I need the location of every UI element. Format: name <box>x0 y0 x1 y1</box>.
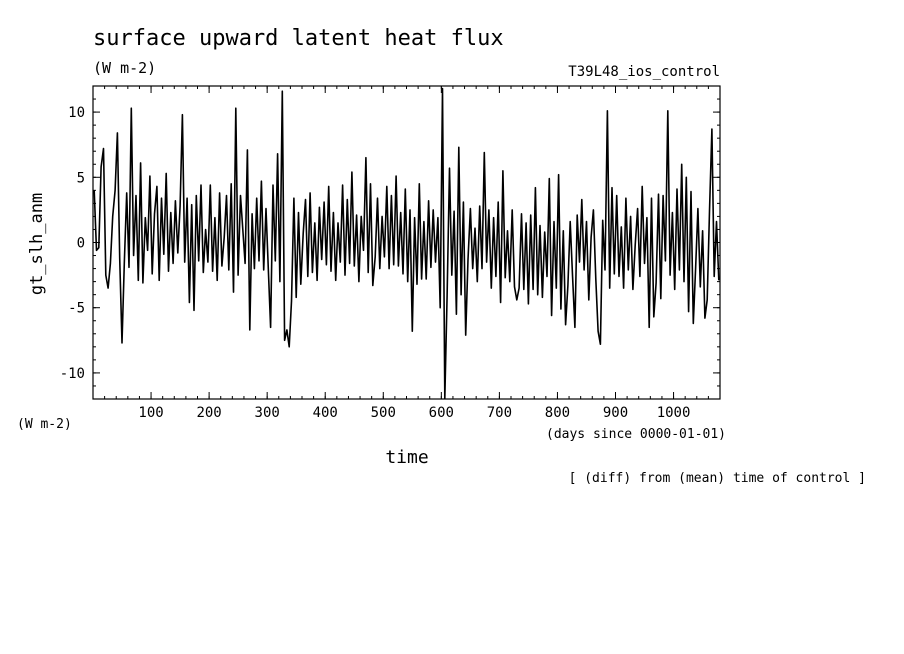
x-tick-label: 600 <box>429 405 454 421</box>
diff-note: [ (diff) from (mean) time of control ] <box>569 471 866 486</box>
x-tick-label: 400 <box>313 405 338 421</box>
y-tick-label: -5 <box>68 301 85 317</box>
x-tick-label: 100 <box>138 405 163 421</box>
y-axis-label: gt_slh_anm <box>27 193 47 295</box>
y-tick-label: 0 <box>77 236 85 252</box>
x-tick-label: 300 <box>255 405 280 421</box>
experiment-label: T39L48_ios_control <box>568 64 720 80</box>
chart-units: (W m-2) <box>93 59 156 77</box>
x-tick-label: 1000 <box>657 405 691 421</box>
chart-title: surface upward latent heat flux <box>93 26 504 51</box>
x-tick-label: 800 <box>545 405 570 421</box>
series-group <box>93 87 720 399</box>
axis-ticks-group: 100 200 300 400 500 600 700 800 900 1000 10 5 0 -5 -10 <box>60 85 721 421</box>
x-tick-label: 700 <box>487 405 512 421</box>
y-tick-label: 10 <box>68 105 85 121</box>
x-tick-label: 900 <box>603 405 628 421</box>
x-axis-units: (days since 0000-01-01) <box>546 427 726 442</box>
y-tick-label: -10 <box>60 366 85 382</box>
series-line-0 <box>93 87 720 399</box>
x-tick-label: 500 <box>371 405 396 421</box>
y-axis-units: (W m-2) <box>17 417 72 432</box>
x-axis-label: time <box>385 447 428 468</box>
x-tick-label: 200 <box>196 405 221 421</box>
y-tick-label: 5 <box>77 170 85 186</box>
